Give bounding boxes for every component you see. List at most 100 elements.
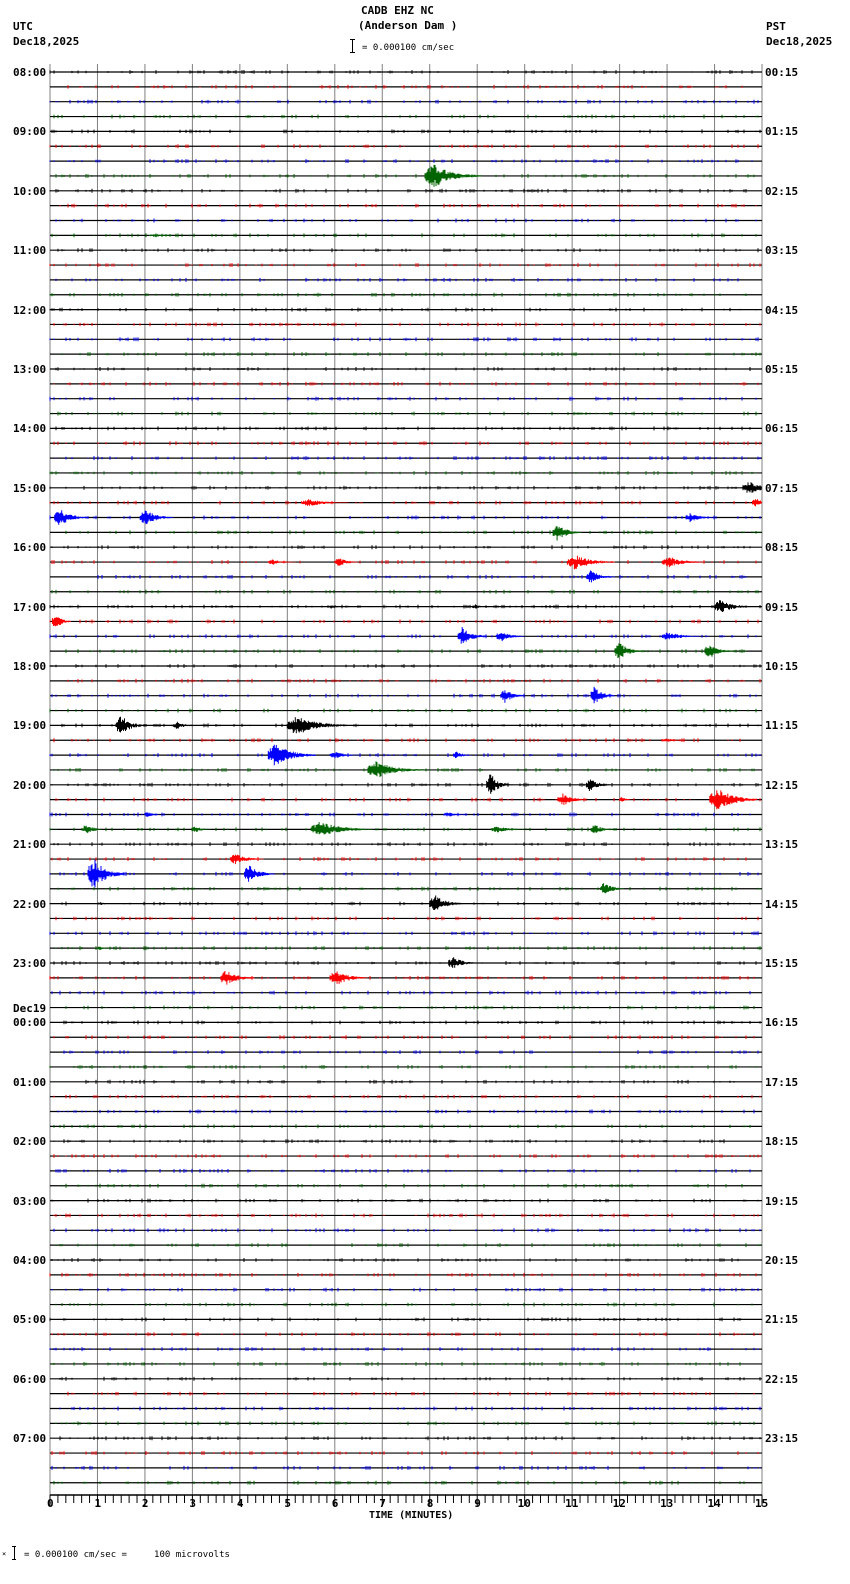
pst-hour-label: 04:15 (765, 303, 799, 317)
utc-hour-label: 10:00 (13, 184, 47, 198)
seismic-trace (67, 570, 747, 583)
pst-hour-label: 21:15 (765, 1313, 799, 1327)
seismic-trace (53, 381, 759, 386)
seismic-trace (53, 1139, 725, 1144)
seismic-trace (49, 931, 759, 936)
seismic-trace (51, 1362, 741, 1366)
utc-hour-label: 14:00 (13, 422, 47, 436)
seismic-trace (49, 499, 762, 507)
seismic-trace (49, 971, 755, 985)
pst-hour-label: 01:15 (765, 125, 799, 139)
seismic-trace (49, 396, 757, 401)
pst-hour-label: 08:15 (765, 541, 799, 555)
footer-scale-cap-top (12, 1546, 16, 1547)
x-tick-label: 6 (331, 1497, 339, 1510)
station-location: (Anderson Dam ) (358, 19, 458, 32)
utc-hour-label: 13:00 (13, 363, 47, 376)
scale-label: = 0.000100 cm/sec (362, 43, 455, 53)
seismic-trace (65, 526, 761, 541)
x-tick-label: 15 (755, 1497, 769, 1510)
seismic-trace (55, 218, 757, 223)
right-date: Dec18,2025 (766, 35, 833, 48)
left-date: Dec18,2025 (13, 35, 80, 48)
pst-hour-label: 10:15 (765, 660, 799, 673)
seismic-trace (59, 203, 757, 208)
seismic-trace (49, 263, 761, 267)
utc-hour-label: 11:00 (13, 244, 47, 258)
seismic-trace (51, 854, 747, 865)
pst-hour-label: 17:15 (765, 1075, 799, 1089)
seismic-trace (53, 1213, 759, 1218)
x-tick-label: 4 (236, 1497, 244, 1510)
seismic-trace (85, 1079, 735, 1084)
x-tick-label: 11 (565, 1497, 579, 1510)
seismic-trace (53, 761, 755, 777)
seismic-trace (55, 946, 761, 951)
seismic-trace (53, 738, 741, 743)
seismic-trace (53, 842, 751, 847)
pst-hour-label: 15:15 (765, 957, 799, 970)
seismic-trace (51, 1451, 759, 1455)
pst-hour-label: 14:15 (765, 897, 799, 911)
seismic-trace (51, 411, 759, 416)
seismic-trace (49, 812, 751, 817)
seismic-trace (49, 1317, 747, 1322)
pst-hour-label: 18:15 (765, 1135, 799, 1149)
seismic-trace (49, 600, 761, 612)
pst-hour-label: 16:15 (765, 1016, 799, 1030)
seismic-trace (49, 708, 757, 713)
utc-hour-label: 01:00 (13, 1075, 47, 1089)
seismic-trace (63, 1020, 761, 1025)
seismic-trace (59, 1376, 761, 1381)
seismic-trace (49, 859, 759, 888)
seismic-trace (53, 322, 761, 327)
x-tick-label: 13 (660, 1497, 674, 1510)
seismic-trace (49, 1347, 759, 1352)
utc-hour-label: 05:00 (13, 1313, 47, 1327)
x-tick-label: 1 (94, 1497, 102, 1510)
scale-bar-cap-top (350, 39, 355, 40)
pst-hour-label: 22:15 (765, 1372, 799, 1386)
x-tick-label: 8 (426, 1497, 434, 1510)
utc-hour-label: 06:00 (13, 1372, 47, 1386)
right-timezone: PST (766, 20, 786, 33)
seismic-trace (53, 1035, 755, 1040)
seismic-trace (53, 1480, 761, 1485)
utc-hour-label: 03:00 (13, 1194, 47, 1208)
x-tick-label: 12 (612, 1497, 626, 1510)
footer-scale-cap-bottom (12, 1559, 16, 1560)
utc-hour-label: 17:00 (13, 600, 47, 614)
seismic-trace (61, 352, 761, 357)
seismic-trace (51, 589, 759, 594)
footer-scale-prefix: ⨯ (2, 1550, 7, 1558)
seismic-trace (49, 664, 761, 668)
seismic-trace (49, 471, 757, 475)
seismic-trace (51, 990, 751, 995)
seismic-trace (65, 1005, 755, 1010)
seismic-trace (49, 744, 761, 766)
scale-bar-icon (352, 39, 353, 53)
seismic-trace (55, 916, 759, 921)
seismic-trace (51, 555, 757, 570)
pst-hour-label: 07:15 (765, 481, 799, 495)
pst-hour-label: 11:15 (765, 719, 799, 733)
pst-hour-label: 03:15 (765, 244, 799, 258)
seismic-trace (49, 482, 762, 493)
x-tick-label: 7 (379, 1497, 386, 1510)
seismic-trace (67, 678, 761, 683)
seismic-trace (51, 233, 757, 238)
pst-hour-label: 13:15 (765, 838, 799, 852)
x-tick-label: 9 (474, 1497, 481, 1510)
seismic-trace (49, 1272, 757, 1277)
seismic-trace (59, 1436, 761, 1441)
seismic-trace (51, 1258, 739, 1262)
seismic-trace (49, 510, 761, 525)
seismic-trace (49, 617, 759, 627)
seismic-trace (49, 292, 747, 297)
footer-scale-bar-icon (14, 1546, 15, 1560)
utc-hour-label: 00:00 (13, 1016, 47, 1030)
seismic-trace (49, 159, 753, 164)
seismic-trace (63, 1050, 759, 1055)
x-tick-label: 0 (47, 1497, 54, 1510)
